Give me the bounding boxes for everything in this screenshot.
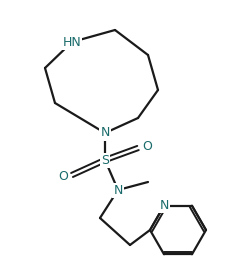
Text: S: S bbox=[101, 153, 109, 167]
Text: N: N bbox=[100, 127, 110, 139]
Text: O: O bbox=[142, 139, 152, 152]
Text: N: N bbox=[159, 199, 169, 212]
Text: HN: HN bbox=[63, 35, 81, 48]
Text: O: O bbox=[58, 171, 68, 184]
Text: N: N bbox=[113, 184, 123, 197]
